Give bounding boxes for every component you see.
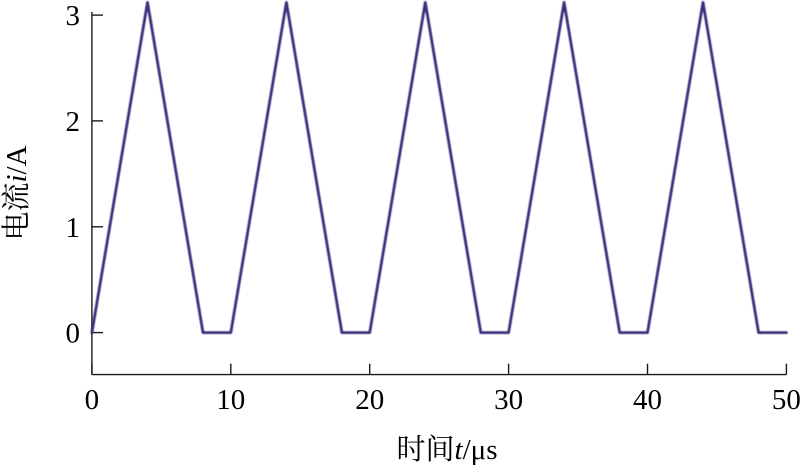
svg-text:40: 40 — [633, 384, 662, 416]
svg-text:10: 10 — [216, 384, 245, 416]
svg-text:30: 30 — [494, 384, 523, 416]
svg-text:1: 1 — [66, 212, 81, 244]
svg-text:时间t/μs: 时间t/μs — [397, 433, 498, 466]
svg-text:电流i/A: 电流i/A — [0, 145, 33, 240]
svg-text:20: 20 — [355, 384, 384, 416]
svg-text:0: 0 — [66, 318, 81, 350]
svg-text:2: 2 — [66, 106, 81, 138]
svg-text:3: 3 — [66, 0, 81, 32]
svg-text:50: 50 — [772, 384, 800, 416]
svg-text:0: 0 — [85, 384, 100, 416]
